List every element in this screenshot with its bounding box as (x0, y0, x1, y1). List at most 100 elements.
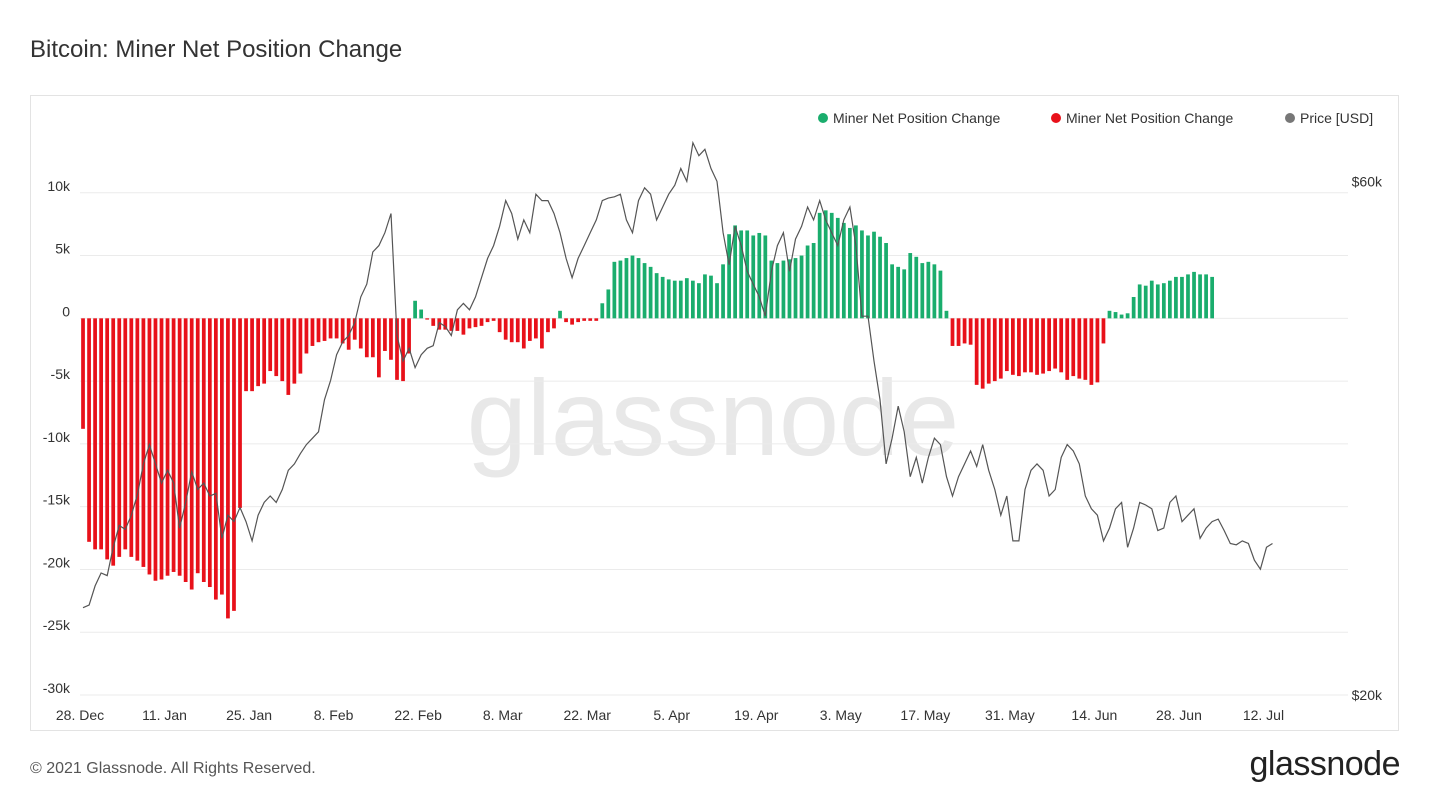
bar[interactable] (171, 318, 176, 572)
bar[interactable] (1198, 274, 1202, 319)
bar[interactable] (232, 318, 236, 611)
bar[interactable] (449, 318, 454, 331)
bar[interactable] (280, 318, 285, 382)
bar[interactable] (642, 263, 647, 319)
bar[interactable] (401, 318, 405, 382)
bar[interactable] (606, 289, 611, 319)
bar[interactable] (111, 318, 116, 566)
bar[interactable] (1083, 318, 1088, 380)
bar[interactable] (201, 318, 206, 582)
bar[interactable] (703, 274, 707, 319)
bar[interactable] (1149, 280, 1154, 319)
bar[interactable] (485, 318, 490, 323)
bar[interactable] (890, 264, 894, 319)
bar[interactable] (479, 318, 484, 326)
bar[interactable] (250, 318, 254, 392)
bar[interactable] (159, 318, 164, 580)
bar[interactable] (286, 318, 291, 395)
bar[interactable] (340, 318, 345, 344)
bar[interactable] (781, 260, 786, 319)
bar[interactable] (346, 318, 351, 350)
bar[interactable] (757, 232, 762, 319)
bar[interactable] (322, 318, 327, 341)
bar[interactable] (1192, 271, 1196, 319)
bar[interactable] (564, 318, 568, 323)
bar[interactable] (600, 303, 605, 319)
bar[interactable] (920, 263, 925, 319)
bar[interactable] (763, 235, 768, 319)
bar[interactable] (974, 318, 979, 385)
bar[interactable] (1155, 284, 1160, 319)
bar[interactable] (509, 318, 514, 343)
bar[interactable] (1101, 318, 1106, 344)
bar[interactable] (370, 318, 375, 358)
bar[interactable] (847, 227, 852, 319)
bar[interactable] (183, 318, 188, 582)
bar[interactable] (515, 318, 520, 343)
bar[interactable] (540, 318, 544, 349)
bar[interactable] (189, 318, 194, 590)
bar[interactable] (425, 318, 430, 320)
bar[interactable] (1065, 318, 1070, 380)
bar[interactable] (358, 318, 363, 349)
bar[interactable] (678, 280, 683, 319)
bar[interactable] (238, 318, 242, 508)
bar[interactable] (1004, 318, 1009, 372)
bar[interactable] (787, 259, 792, 319)
bar[interactable] (1029, 318, 1033, 373)
bar[interactable] (1180, 276, 1184, 319)
bar[interactable] (745, 230, 750, 319)
bar[interactable] (1125, 313, 1130, 319)
bar[interactable] (226, 318, 230, 619)
bar[interactable] (594, 318, 599, 321)
bar[interactable] (660, 276, 665, 319)
bar[interactable] (672, 280, 677, 319)
bar[interactable] (413, 300, 417, 319)
bar[interactable] (99, 318, 103, 550)
legend-item[interactable]: Miner Net Position Change (1051, 110, 1234, 126)
bar[interactable] (775, 263, 780, 319)
bar[interactable] (165, 318, 170, 576)
bar[interactable] (1017, 318, 1021, 377)
bar[interactable] (896, 266, 901, 319)
bar[interactable] (835, 217, 840, 319)
bar[interactable] (81, 318, 85, 429)
bar[interactable] (884, 243, 888, 319)
bar[interactable] (364, 318, 369, 358)
bar[interactable] (503, 318, 508, 340)
bar[interactable] (220, 318, 224, 595)
bar[interactable] (793, 258, 798, 319)
bar[interactable] (926, 261, 931, 319)
bar[interactable] (811, 243, 816, 319)
bar[interactable] (992, 318, 997, 382)
bar[interactable] (576, 318, 581, 323)
bar[interactable] (968, 318, 973, 345)
bar[interactable] (497, 318, 502, 333)
bar[interactable] (902, 269, 907, 319)
bar[interactable] (739, 230, 744, 319)
bar[interactable] (823, 210, 828, 319)
bar[interactable] (546, 318, 550, 333)
bar[interactable] (1168, 280, 1172, 319)
bar[interactable] (636, 258, 641, 319)
bar[interactable] (908, 253, 913, 319)
bar[interactable] (153, 318, 158, 581)
bar[interactable] (878, 236, 882, 319)
bar[interactable] (135, 318, 140, 561)
bar[interactable] (177, 318, 182, 576)
bar[interactable] (1186, 274, 1190, 319)
bar[interactable] (799, 255, 804, 319)
bar[interactable] (1131, 296, 1136, 319)
bar[interactable] (1161, 283, 1166, 319)
bar[interactable] (986, 318, 991, 384)
bar[interactable] (950, 318, 955, 346)
bar[interactable] (805, 245, 810, 319)
bar[interactable] (666, 279, 671, 319)
bar[interactable] (829, 212, 834, 319)
bar[interactable] (491, 318, 496, 321)
bar[interactable] (304, 318, 309, 354)
bar[interactable] (213, 318, 218, 600)
legend[interactable]: Miner Net Position Change Miner Net Posit… (818, 110, 1373, 126)
bar[interactable] (383, 318, 387, 351)
bar[interactable] (431, 318, 436, 326)
